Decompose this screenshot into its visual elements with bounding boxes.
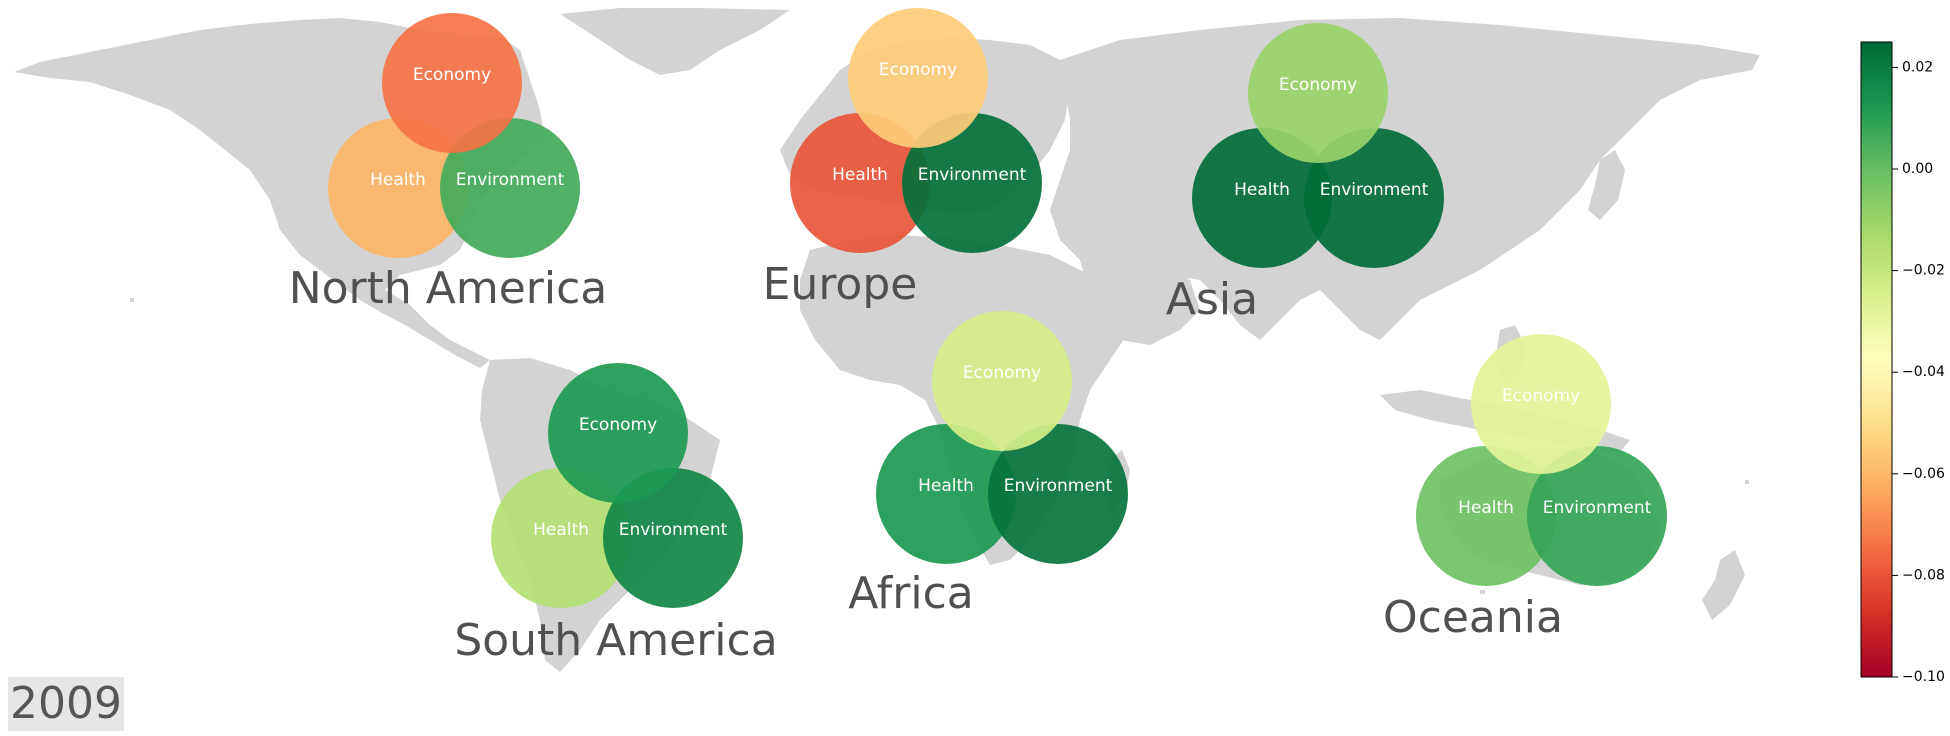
asia-economy-label: Economy — [1279, 75, 1357, 95]
north-america-health-label: Health — [370, 170, 426, 190]
landmass-japan — [1588, 150, 1625, 220]
colorbar: 0.02 0.00 −0.02 −0.04 −0.06 −0.08 −0.10 — [1860, 41, 1945, 685]
oceania-environment-circle — [1527, 446, 1667, 586]
region-name-layer: North America Europe Asia South America … — [289, 259, 1563, 666]
colorbar-tick-label: −0.06 — [1902, 466, 1945, 482]
venn-layer: Economy Health Environment Economy Health Env… — [328, 8, 1667, 608]
asia-economy-circle — [1248, 23, 1388, 163]
region-name-africa: Africa — [848, 568, 974, 619]
oceania-economy-circle — [1471, 334, 1611, 474]
asia-environment-label: Environment — [1320, 180, 1429, 200]
north-america-health-circle — [328, 118, 468, 258]
europe-health-circle — [790, 113, 930, 253]
venn-africa: Economy Health Environment — [876, 311, 1128, 564]
oceania-health-circle — [1416, 446, 1556, 586]
africa-environment-circle — [988, 424, 1128, 564]
oceania-health-label: Health — [1458, 498, 1514, 518]
south-america-environment-label: Environment — [619, 520, 728, 540]
africa-economy-circle — [932, 311, 1072, 451]
south-america-health-label: Health — [533, 520, 589, 540]
south-america-environment-circle — [603, 468, 743, 608]
europe-economy-circle — [848, 8, 988, 148]
landmass-central-america — [360, 290, 490, 368]
colorbar-tick-label: −0.04 — [1902, 364, 1945, 380]
colorbar-ticks: 0.02 0.00 −0.02 −0.04 −0.06 −0.08 −0.10 — [1892, 59, 1945, 685]
colorbar-tick-label: −0.08 — [1902, 567, 1945, 583]
oceania-environment-label: Environment — [1543, 498, 1652, 518]
north-america-environment-circle — [440, 118, 580, 258]
region-name-south-america: South America — [454, 615, 777, 666]
venn-north-america: Economy Health Environment — [328, 13, 580, 258]
europe-economy-label: Economy — [879, 60, 957, 80]
asia-health-label: Health — [1234, 180, 1290, 200]
colorbar-tick-label: 0.00 — [1902, 161, 1933, 177]
colorbar-tick-label: −0.10 — [1902, 669, 1945, 685]
landmass-arabia — [1080, 250, 1200, 345]
south-america-economy-label: Economy — [579, 415, 657, 435]
region-name-oceania: Oceania — [1383, 592, 1563, 643]
landmass-greenland — [560, 8, 790, 75]
africa-economy-label: Economy — [963, 363, 1041, 383]
north-america-economy-label: Economy — [413, 65, 491, 85]
europe-environment-circle — [902, 113, 1042, 253]
landmass-new-zealand — [1702, 550, 1745, 620]
colorbar-tick-label: 0.02 — [1902, 59, 1933, 75]
europe-environment-label: Environment — [918, 165, 1027, 185]
north-america-economy-circle — [382, 13, 522, 153]
africa-health-label: Health — [918, 476, 974, 496]
south-america-health-circle — [491, 468, 631, 608]
region-name-europe: Europe — [763, 259, 918, 310]
colorbar-tick-label: −0.02 — [1902, 263, 1945, 279]
africa-health-circle — [876, 424, 1016, 564]
colorbar-gradient — [1860, 41, 1893, 678]
year-label: 2009 — [8, 677, 124, 731]
asia-environment-circle — [1304, 128, 1444, 268]
region-name-north-america: North America — [289, 263, 608, 314]
venn-europe: Economy Health Environment — [790, 8, 1042, 253]
venn-south-america: Economy Health Environment — [491, 363, 743, 608]
south-america-economy-circle — [548, 363, 688, 503]
africa-environment-label: Environment — [1004, 476, 1113, 496]
oceania-economy-label: Economy — [1502, 386, 1580, 406]
venn-oceania: Economy Health Environment — [1416, 334, 1667, 586]
venn-asia: Economy Health Environment — [1192, 23, 1444, 268]
europe-health-label: Health — [832, 165, 888, 185]
north-america-environment-label: Environment — [456, 170, 565, 190]
region-name-asia: Asia — [1166, 274, 1258, 325]
asia-health-circle — [1192, 128, 1332, 268]
